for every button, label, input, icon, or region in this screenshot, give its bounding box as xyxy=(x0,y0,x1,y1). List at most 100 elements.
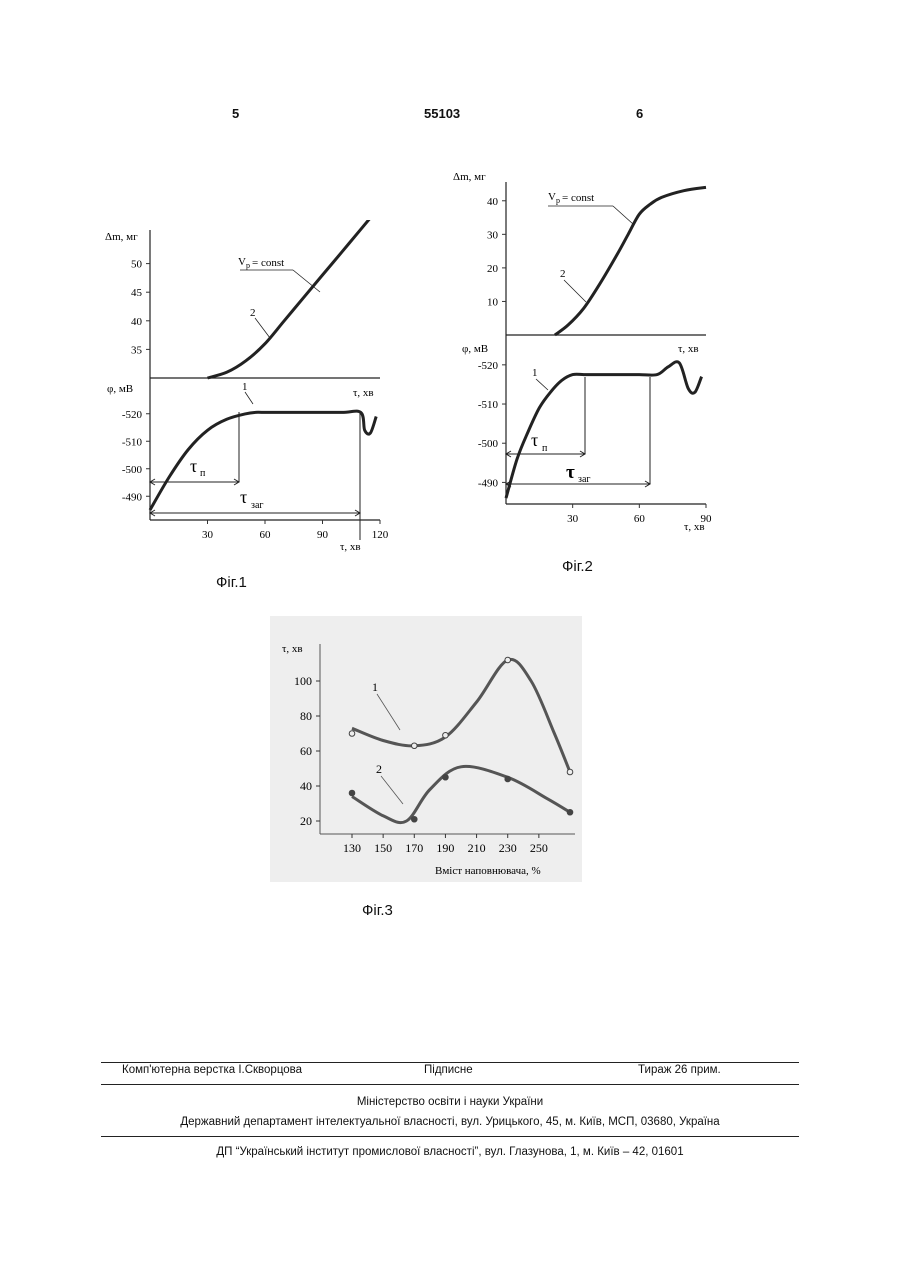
fig3-xtick-label-230: 230 xyxy=(499,841,517,855)
fig1-lower-xtick-label-120: 120 xyxy=(372,529,389,541)
fig3-xtick-label-150: 150 xyxy=(374,841,392,855)
fig2-lower-ytick-label--510: -510 xyxy=(478,399,499,411)
fig2-lower-ytick-label--520: -520 xyxy=(478,360,499,372)
fig2-const-label: = const xyxy=(562,192,594,204)
footer-department: Державний департамент інтелектуальної вл… xyxy=(101,1116,799,1128)
fig1-vp-sub: p xyxy=(246,261,250,270)
fig1-lower-ylabel: φ, мВ xyxy=(107,383,133,395)
fig3-ytick-label-100: 100 xyxy=(294,674,312,688)
fig2-tau-zag: τ xyxy=(566,462,575,483)
fig1-lower-curve xyxy=(150,411,376,510)
figure-2-caption: Фіг.2 xyxy=(562,558,593,575)
fig3-series-1-point-2 xyxy=(443,732,449,738)
page-number-right: 6 xyxy=(636,106,643,121)
fig1-upper-ytick-label-35: 35 xyxy=(131,344,143,356)
fig3-series-1-point-0 xyxy=(349,731,355,737)
fig1-lower-yticks: -490 -500 -510 -520 xyxy=(122,409,150,504)
fig3-ytick-label-80: 80 xyxy=(300,709,312,723)
fig1-upper-ylabel: Δm, мг xyxy=(105,231,138,243)
fig2-vp-label: V xyxy=(548,191,556,203)
fig2-upper-ytick-label-20: 20 xyxy=(487,263,499,275)
fig2-upper-curve xyxy=(555,187,706,335)
fig3-series-2-point-1 xyxy=(411,816,417,822)
figure-1: Δm, мг 35404550 V p = const 2 τ, хв φ, м… xyxy=(95,220,395,560)
page-number-left: 5 xyxy=(232,106,239,121)
fig2-lower-xtick-label-30: 30 xyxy=(567,513,579,525)
footer-circulation: Тираж 26 прим. xyxy=(638,1064,721,1076)
figure-3: τ, хв 20406080100 130150170190210230250 … xyxy=(270,616,582,882)
fig2-upper-ytick-label-10: 10 xyxy=(487,296,499,308)
figure-2: Δm, мг 10203040 V p = const 2 τ, хв φ, м… xyxy=(448,162,728,542)
fig3-series-1-point-3 xyxy=(505,657,511,663)
footer-layout-credit: Комп'ютерна верстка І.Скворцова xyxy=(122,1064,302,1076)
fig3-curve-2 xyxy=(352,766,570,822)
fig1-upper-ytick-label-50: 50 xyxy=(131,259,143,271)
fig3-ytick-label-40: 40 xyxy=(300,779,312,793)
fig3-curve-2-label: 2 xyxy=(376,762,382,776)
figure-3-caption: Фіг.3 xyxy=(362,902,393,919)
fig2-curve-1-label: 1 xyxy=(532,367,538,379)
fig3-xlabel: Вміст наповнювача, % xyxy=(435,865,541,877)
fig2-upper-xlabel: τ, хв xyxy=(678,343,699,355)
fig3-xtick-label-250: 250 xyxy=(530,841,548,855)
fig2-lower-ylabel: φ, мВ xyxy=(462,343,488,355)
fig1-lower-ytick-label--510: -510 xyxy=(122,436,143,448)
fig3-ylabel: τ, хв xyxy=(282,643,303,655)
fig1-lower-ytick-label--520: -520 xyxy=(122,409,143,421)
footer-rule-top xyxy=(101,1062,799,1063)
fig2-lower-ytick-label--500: -500 xyxy=(478,438,499,450)
fig2-upper-ytick-label-40: 40 xyxy=(487,196,499,208)
fig1-curve-1-label: 1 xyxy=(242,381,248,393)
fig3-yticks: 20 40 60 80 100 xyxy=(294,674,320,828)
fig1-upper-ytick-label-40: 40 xyxy=(131,316,143,328)
fig1-upper-curve xyxy=(208,220,371,378)
fig3-series-2-point-0 xyxy=(349,790,355,796)
fig3-series-2-point-2 xyxy=(443,774,449,780)
document-number: 55103 xyxy=(424,106,460,121)
fig3-curve-1-label: 1 xyxy=(372,680,378,694)
fig3-curve-1 xyxy=(352,659,570,772)
fig3-points-1 xyxy=(349,657,573,775)
fig2-tau-n-sub: п xyxy=(542,443,548,454)
fig2-curve-2-label: 2 xyxy=(560,268,566,280)
fig2-lower-ytick-label--490: -490 xyxy=(478,477,499,489)
fig1-lower-xtick-label-30: 30 xyxy=(202,529,214,541)
fig1-curve-2-label: 2 xyxy=(250,307,256,319)
fig1-lower-xlabel: τ, хв xyxy=(340,541,361,553)
fig2-lower-xtick-label-60: 60 xyxy=(634,513,646,525)
fig3-xtick-label-190: 190 xyxy=(436,841,454,855)
fig2-tau-n: τ xyxy=(531,430,538,450)
fig1-tau-n: τ xyxy=(190,456,197,476)
fig1-upper-xlabel: τ, хв xyxy=(353,387,374,399)
fig3-xtick-label-130: 130 xyxy=(343,841,361,855)
fig1-tau-zag-sub: заг xyxy=(251,500,264,511)
footer-rule-middle xyxy=(101,1084,799,1085)
fig1-tau-n-sub: п xyxy=(200,468,206,479)
fig3-ytick-label-60: 60 xyxy=(300,744,312,758)
fig1-lower-ytick-label--500: -500 xyxy=(122,464,143,476)
fig1-lower-xtick-label-90: 90 xyxy=(317,529,329,541)
fig3-series-2-point-3 xyxy=(505,776,511,782)
fig2-tau-zag-sub: заг xyxy=(578,474,591,485)
fig3-ytick-label-20: 20 xyxy=(300,814,312,828)
fig3-xtick-label-170: 170 xyxy=(405,841,423,855)
fig1-vp-label: V xyxy=(238,256,246,268)
fig2-upper-ylabel: Δm, мг xyxy=(453,171,486,183)
fig2-lower-yticks: -490 -500 -510 -520 xyxy=(478,360,506,490)
fig1-tau-zag: τ xyxy=(240,487,247,507)
fig1-lower-ytick-label--490: -490 xyxy=(122,491,143,503)
fig3-xticks: 130 150 170 190 210 230 250 xyxy=(343,834,548,855)
fig2-upper-ytick-label-30: 30 xyxy=(487,229,499,241)
fig1-upper-ytick-label-45: 45 xyxy=(131,287,143,299)
footer-rule-bottom xyxy=(101,1136,799,1137)
footer-institute: ДП “Український інститут промислової вла… xyxy=(101,1146,799,1158)
fig3-series-1-point-4 xyxy=(567,769,573,775)
footer-signed: Підписне xyxy=(424,1064,473,1076)
fig1-upper-yticks: 35 40 45 50 xyxy=(131,259,150,357)
figure-1-caption: Фіг.1 xyxy=(216,574,247,591)
fig3-series-1-point-1 xyxy=(411,743,417,749)
fig3-xtick-label-210: 210 xyxy=(468,841,486,855)
footer-ministry: Міністерство освіти і науки України xyxy=(101,1096,799,1108)
fig2-upper-yticks: 10 20 30 40 xyxy=(487,196,506,309)
fig2-lower-xlabel: τ, хв xyxy=(684,521,705,533)
